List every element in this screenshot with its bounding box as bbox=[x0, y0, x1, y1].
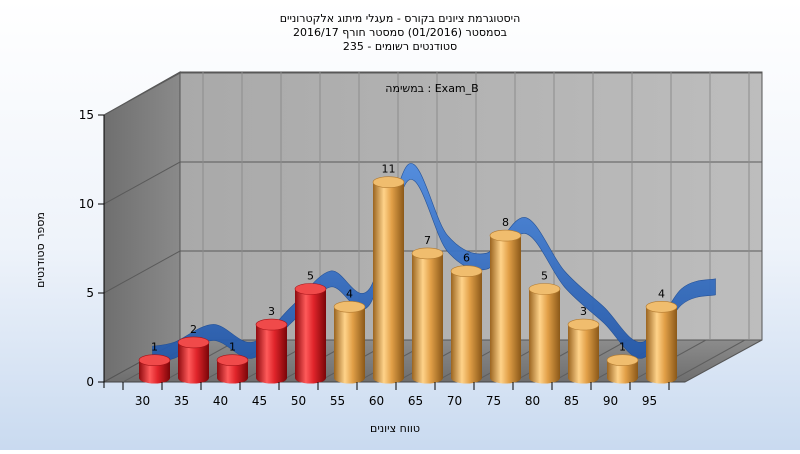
bar-body bbox=[217, 360, 248, 384]
bar-cap bbox=[333, 300, 366, 313]
x-tick-label-85: 85 bbox=[564, 394, 579, 408]
data-label-70: 6 bbox=[463, 252, 470, 265]
chart-title-line2: בסמסטר (01/2016) סמסטר חורף 2016/17 bbox=[293, 26, 507, 39]
bar-body bbox=[295, 289, 326, 384]
trend-ribbon bbox=[152, 163, 716, 363]
x-tick-label-50: 50 bbox=[291, 394, 306, 408]
bar-body bbox=[412, 253, 443, 384]
side-wall bbox=[103, 71, 181, 383]
bar-cap bbox=[489, 229, 522, 242]
bar-body bbox=[568, 324, 599, 384]
x-axis: 30 35 40 45 50 55 60 65 70 75 80 85 90 95 bbox=[122, 382, 670, 408]
gridline-h bbox=[103, 72, 762, 116]
data-label-80: 5 bbox=[541, 270, 548, 283]
bar-30 bbox=[138, 354, 171, 384]
data-label-40: 1 bbox=[229, 341, 236, 354]
data-label-90: 1 bbox=[619, 341, 626, 354]
x-tick-label-90: 90 bbox=[603, 394, 618, 408]
trend-ribbon-path bbox=[152, 163, 716, 363]
y-tick-label-15: 15 bbox=[79, 108, 94, 122]
data-label-65: 7 bbox=[424, 234, 431, 247]
bar-body bbox=[373, 182, 404, 384]
bar-75 bbox=[489, 229, 522, 384]
bar-65 bbox=[411, 247, 444, 384]
bar-body bbox=[490, 235, 521, 384]
chart-title-line1: היסטוגרמת ציונים בקורס - מעגלי מיתוג אלק… bbox=[280, 12, 521, 25]
bar-body bbox=[451, 271, 482, 384]
bar-body bbox=[139, 360, 170, 384]
x-tick-label-65: 65 bbox=[408, 394, 423, 408]
bar-body bbox=[607, 360, 638, 384]
data-label-35: 2 bbox=[190, 323, 197, 336]
y-axis-title: מספר סטודנטים bbox=[34, 212, 47, 288]
bar-60 bbox=[372, 176, 405, 384]
x-tick-label-35: 35 bbox=[174, 394, 189, 408]
bar-body bbox=[256, 324, 287, 384]
chart-title-line3: סטודנטים רשומים - 235 bbox=[343, 40, 457, 53]
data-label-95: 4 bbox=[658, 287, 665, 300]
x-axis-title: טווח ציונים bbox=[370, 422, 420, 435]
x-tick-label-80: 80 bbox=[525, 394, 540, 408]
bar-90 bbox=[606, 354, 639, 384]
data-label-50: 5 bbox=[307, 270, 314, 283]
bars bbox=[138, 176, 678, 384]
x-tick-label-95: 95 bbox=[642, 394, 657, 408]
x-tick-label-55: 55 bbox=[330, 394, 345, 408]
y-tick-label-10: 10 bbox=[79, 197, 94, 211]
bar-body bbox=[334, 306, 365, 384]
bar-cap bbox=[567, 318, 600, 331]
bar-cap bbox=[294, 283, 327, 295]
bar-50 bbox=[294, 283, 327, 384]
y-axis: 0 5 10 15 bbox=[79, 108, 105, 389]
chart-annotation: במשימה : Exam_B bbox=[385, 82, 478, 95]
bar-cap bbox=[138, 354, 171, 367]
data-label-45: 3 bbox=[268, 305, 275, 318]
bar-35 bbox=[177, 336, 210, 384]
data-label-55: 4 bbox=[346, 287, 353, 300]
data-label-30: 1 bbox=[151, 341, 158, 354]
bar-cap bbox=[528, 283, 561, 295]
bar-cap bbox=[255, 318, 288, 331]
data-labels: 1 2 1 3 5 4 11 7 6 8 5 3 1 4 bbox=[151, 163, 665, 354]
gridline-h bbox=[103, 250, 762, 294]
bar-cap bbox=[645, 300, 678, 313]
x-tick-label-40: 40 bbox=[213, 394, 228, 408]
y-tick-label-5: 5 bbox=[86, 286, 94, 300]
gridline-h bbox=[103, 161, 762, 205]
bar-cap bbox=[177, 336, 210, 349]
bar-cap bbox=[411, 247, 444, 260]
x-tick-label-30: 30 bbox=[135, 394, 150, 408]
bar-cap bbox=[606, 354, 639, 367]
x-tick-label-45: 45 bbox=[252, 394, 267, 408]
bar-45 bbox=[255, 318, 288, 384]
x-tick-label-75: 75 bbox=[486, 394, 501, 408]
data-label-60: 11 bbox=[382, 163, 396, 176]
data-label-75: 8 bbox=[502, 216, 509, 229]
x-tick-label-60: 60 bbox=[369, 394, 384, 408]
y-tick-label-0: 0 bbox=[86, 375, 94, 389]
bar-95 bbox=[645, 300, 678, 384]
bar-40 bbox=[216, 354, 249, 384]
bar-70 bbox=[450, 265, 483, 384]
data-label-85: 3 bbox=[580, 305, 587, 318]
bar-body bbox=[178, 342, 209, 384]
bar-body bbox=[646, 306, 677, 384]
bar-85 bbox=[567, 318, 600, 384]
bar-cap bbox=[450, 265, 483, 278]
bar-body bbox=[529, 289, 560, 384]
bar-cap bbox=[216, 354, 249, 367]
x-tick-label-70: 70 bbox=[447, 394, 462, 408]
bar-55 bbox=[333, 300, 366, 384]
bar-cap bbox=[372, 176, 405, 188]
floor-gridline bbox=[668, 339, 746, 383]
bar-80 bbox=[528, 283, 561, 384]
